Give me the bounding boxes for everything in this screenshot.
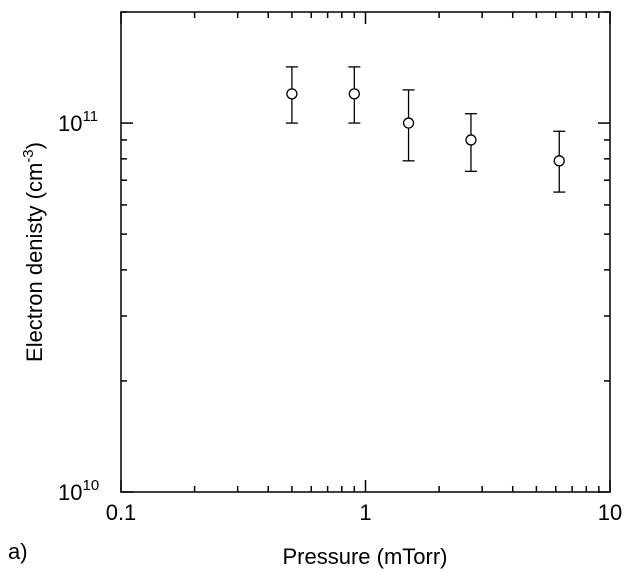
plot-frame [120, 11, 611, 493]
data-point [553, 155, 565, 167]
x-tick-label: 1 [359, 500, 371, 525]
y-axis-label-main: Electron denisty (cm [22, 163, 47, 362]
y-tick-label: 1010 [58, 477, 99, 505]
y-axis-label-superscript: -3 [20, 149, 37, 162]
y-tick-label: 1011 [58, 108, 98, 136]
x-tick-label: 10 [598, 500, 622, 525]
axis-ticks [120, 11, 611, 493]
y-tick-label-exponent: 10 [82, 477, 99, 494]
x-axis-label: Pressure (mTorr) [282, 544, 447, 569]
data-point [286, 88, 298, 100]
x-tick-label: 0.1 [106, 500, 137, 525]
y-axis-label-close: ) [22, 142, 47, 149]
data-point [348, 88, 360, 100]
y-tick-label-base: 10 [58, 111, 82, 136]
y-tick-label-base: 10 [58, 480, 82, 505]
data-points [285, 66, 566, 193]
data-point [465, 134, 477, 146]
y-tick-label-exponent: 11 [82, 108, 98, 125]
panel-label: a) [8, 539, 28, 564]
y-axis-label: Electron denisty (cm-3) [20, 142, 47, 362]
data-point [402, 117, 415, 129]
